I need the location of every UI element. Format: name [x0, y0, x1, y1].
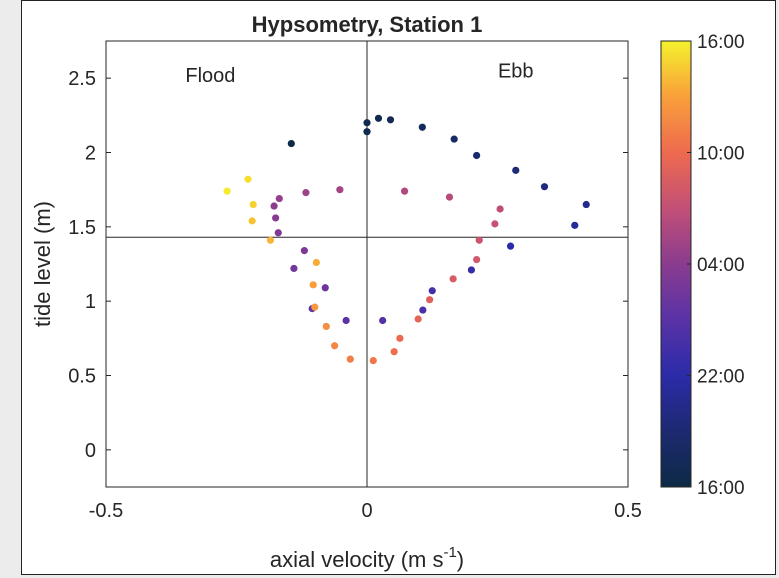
data-point [363, 119, 371, 127]
data-point [496, 205, 504, 213]
colorbar-tick-label: 04:00 [697, 255, 745, 276]
data-point [223, 187, 231, 195]
data-points [223, 114, 590, 365]
data-point [512, 166, 520, 174]
data-point [400, 187, 409, 195]
x-tick-label: 0 [361, 500, 372, 522]
data-point [346, 355, 354, 363]
chart-title: Hypsometry, Station 1 [252, 12, 483, 37]
colorbar-tick-label: 16:00 [697, 32, 745, 53]
data-point [322, 322, 330, 331]
data-point [379, 316, 387, 325]
figure-window: -0.5 0 0.5 0 0.5 1 1.5 2 2.5 Flood Ebb Hypsomet… [21, 0, 776, 575]
data-point [473, 151, 481, 160]
data-point [582, 200, 590, 209]
colorbar-tick-label: 10:00 [697, 144, 745, 165]
x-axis-label-close: ) [457, 547, 464, 572]
y-tick-label: 1 [85, 291, 96, 313]
data-point [473, 255, 481, 264]
colorbar-tick-label: 16:00 [697, 478, 745, 499]
data-point [249, 200, 257, 209]
data-point [321, 284, 329, 292]
data-point [312, 258, 320, 267]
data-point [467, 266, 475, 274]
data-point [449, 275, 457, 283]
x-axis-label-exponent: -1 [443, 544, 456, 561]
y-axis-label: tide level (m) [30, 201, 55, 327]
data-point [300, 247, 308, 255]
colorbar [660, 40, 692, 488]
data-point [309, 281, 317, 289]
data-point [272, 214, 280, 222]
data-point [331, 342, 339, 350]
colorbar-ticks: 16:00 10:00 04:00 22:00 16:00 [687, 32, 745, 499]
data-point [302, 189, 310, 197]
data-point [390, 348, 398, 356]
x-axis-label-text: axial velocity (m s [270, 547, 444, 572]
data-point [274, 229, 282, 237]
y-tick-label: 1.5 [68, 217, 96, 239]
y-axis-ticks: 0 0.5 1 1.5 2 2.5 [68, 68, 628, 462]
data-point [426, 296, 434, 304]
y-tick-label: 0 [85, 440, 96, 462]
y-tick-label: 0.5 [68, 366, 96, 388]
x-axis-label: axial velocity (m s-1) [270, 544, 464, 572]
data-point [336, 186, 344, 194]
data-point [414, 315, 422, 323]
data-point [290, 264, 298, 273]
data-point [363, 128, 371, 136]
data-point [287, 139, 295, 148]
scatter-plot: -0.5 0 0.5 0 0.5 1 1.5 2 2.5 Flood Ebb Hypsomet… [30, 12, 745, 572]
data-point [386, 116, 395, 124]
data-point [418, 123, 426, 131]
data-point [275, 194, 283, 203]
colorbar-tick-label: 22:00 [697, 367, 745, 388]
data-point [419, 306, 427, 314]
ebb-annotation: Ebb [498, 61, 534, 83]
flood-annotation: Flood [185, 65, 235, 87]
y-tick-label: 2 [85, 143, 96, 165]
data-point [428, 287, 436, 295]
data-point [396, 334, 404, 342]
data-point [445, 193, 454, 201]
x-axis-ticks: -0.5 0 0.5 [89, 41, 642, 522]
data-point [270, 202, 278, 210]
data-point [506, 242, 515, 250]
data-point [571, 221, 579, 229]
data-point [369, 357, 377, 365]
x-tick-label: -0.5 [89, 500, 123, 522]
data-point [248, 217, 256, 225]
data-point [311, 303, 319, 311]
data-point [475, 236, 483, 244]
data-point [342, 316, 350, 325]
data-point [450, 135, 458, 143]
x-tick-label: 0.5 [614, 500, 642, 522]
y-tick-label: 2.5 [68, 68, 96, 90]
data-point [491, 220, 499, 228]
data-point [244, 175, 252, 183]
data-point [540, 183, 549, 191]
data-point [266, 236, 275, 244]
data-point [374, 114, 383, 122]
